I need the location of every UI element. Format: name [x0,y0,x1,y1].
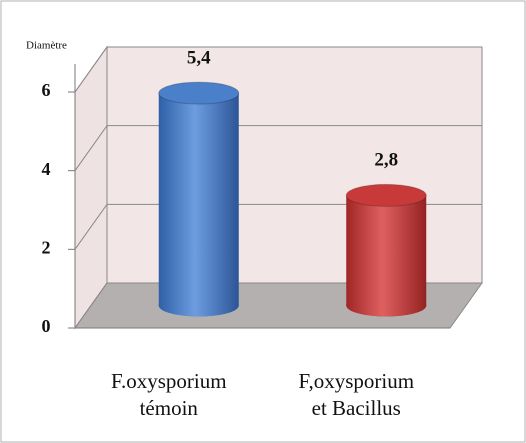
value-label: 5,4 [187,47,211,68]
cylinder-base-edge [158,294,239,317]
x-tick-label: F.oxysporium [111,369,227,393]
y-axis-label: Diamètre [26,40,67,52]
cylinder-top [158,81,240,105]
y-tick-label: 6 [42,80,51,100]
y-tick-label: 2 [42,237,51,257]
grid-line [74,46,482,93]
grid-line [74,125,482,171]
cylinder-top [345,183,427,207]
x-tick-label: témoin [140,396,199,420]
bar [346,195,427,306]
value-label: 2,8 [374,150,398,171]
cylinder-base-edge [346,294,427,317]
side-wall [74,45,108,330]
x-tick-label: F,oxysporium [298,369,414,393]
y-tick-label: 0 [42,316,51,336]
bar [158,93,239,306]
y-tick-label: 4 [42,159,51,179]
x-tick-label: et Bacillus [312,396,401,420]
